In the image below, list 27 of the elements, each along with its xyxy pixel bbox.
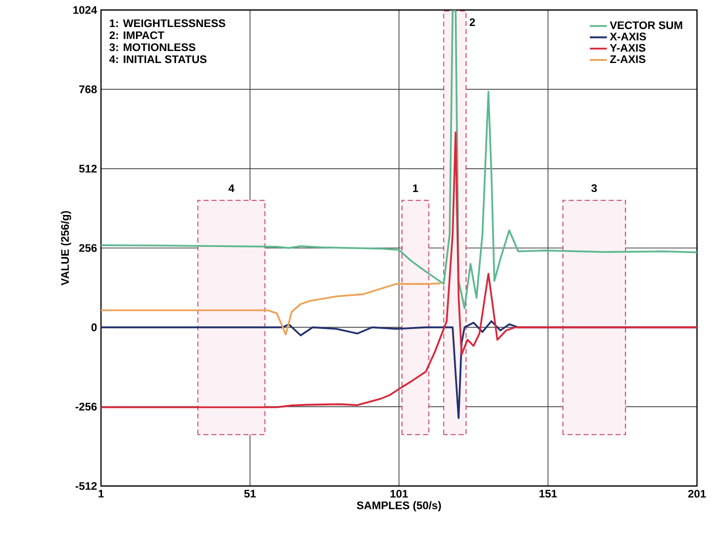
legend-label: Z-AXIS [610, 55, 646, 64]
y-tick-label: 1024 [73, 6, 98, 14]
band-label: 3 [591, 184, 597, 192]
band-label: 1 [413, 184, 418, 192]
annotation: 2: IMPACT [110, 31, 164, 40]
y-tick-label: -512 [76, 482, 97, 490]
x-axis-title: SAMPLES (50/s) [356, 501, 441, 512]
x-tick-label: 201 [688, 490, 706, 498]
y-tick-label: 512 [79, 164, 97, 173]
y-tick-label: 256 [79, 244, 97, 252]
legend-label: VECTOR SUM [610, 21, 682, 30]
y-axis-title: VALUE (256/g) [60, 211, 72, 286]
x-tick-label: 151 [540, 490, 557, 498]
annotation: 4: INITIAL STATUS [109, 55, 207, 64]
x-tick-label: 1 [98, 490, 104, 498]
annotation: 1: WEIGHTLESSNESS [110, 19, 226, 28]
y-tick-label: -256 [76, 402, 97, 411]
y-tick-label: 0 [91, 323, 97, 332]
x-tick-label: 51 [244, 490, 256, 498]
line-series [101, 10, 698, 310]
legend-label: Y-AXIS [610, 44, 646, 52]
legend-label: X-AXIS [610, 32, 646, 40]
band-label: 2 [470, 18, 475, 26]
y-tick-label: 768 [79, 85, 97, 94]
band-label: 4 [228, 184, 234, 192]
x-tick-label: 101 [390, 490, 408, 498]
annotation: 3: MOTIONLESS [109, 43, 196, 52]
